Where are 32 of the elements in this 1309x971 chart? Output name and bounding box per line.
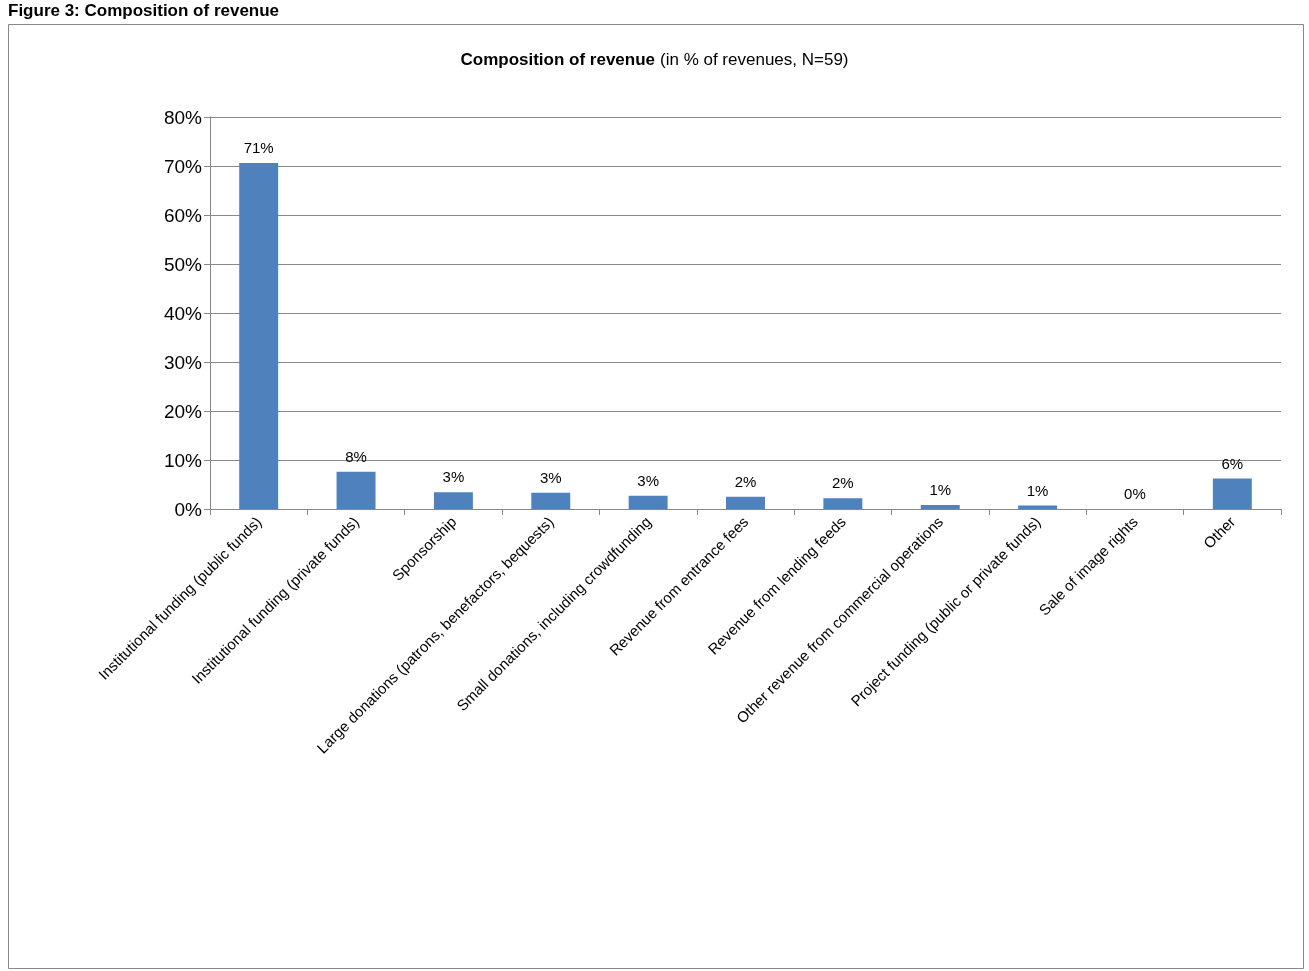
data-label: 2% (734, 472, 757, 490)
caption: Figure 3: Composition of revenue (8, 1, 280, 20)
y-tick-label: 20% (163, 400, 203, 422)
y-tick-label: 50% (163, 253, 203, 275)
data-label: 3% (442, 468, 465, 486)
bar (531, 492, 571, 509)
data-label: 6% (1221, 454, 1244, 472)
bar (1212, 478, 1252, 509)
bar (433, 492, 473, 509)
y-tick-label: 70% (163, 155, 203, 177)
y-tick-label: 60% (163, 204, 203, 226)
y-tick-label: 30% (163, 351, 203, 373)
y-tick-label: 0% (174, 498, 203, 520)
data-label: 3% (539, 468, 562, 486)
bar (628, 495, 668, 509)
y-tick-label: 40% (163, 302, 203, 324)
data-label: 71% (243, 139, 274, 157)
chart-title: Composition of revenue (460, 49, 656, 69)
data-label: 2% (832, 474, 854, 492)
y-tick-label: 80% (163, 106, 203, 128)
data-label: 8% (345, 447, 367, 465)
chart-subtitle: (in % of revenues, N=59) (660, 49, 849, 69)
bar (726, 496, 765, 509)
bar (239, 163, 279, 509)
bar (823, 498, 863, 509)
data-label: 0% (1124, 485, 1146, 502)
data-label: 3% (637, 471, 659, 489)
bar (336, 471, 376, 509)
data-label: 1% (1026, 481, 1049, 499)
bar (920, 505, 960, 509)
data-label: 1% (929, 481, 952, 499)
y-tick-label: 10% (163, 449, 203, 471)
